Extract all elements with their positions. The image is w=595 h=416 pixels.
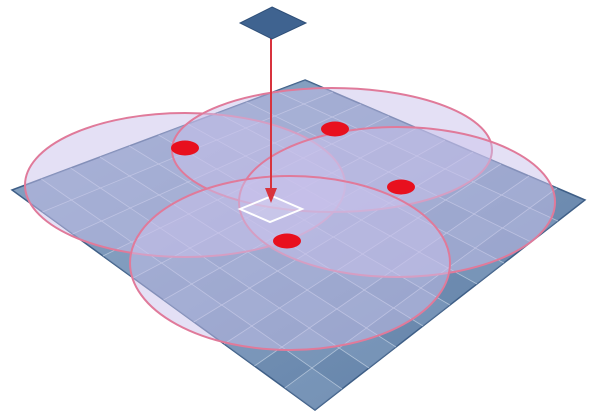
down-arrow-icon (265, 38, 277, 203)
node-left (171, 140, 199, 156)
coverage-circles (24, 87, 556, 351)
grid-cell (284, 368, 342, 410)
arrow-head (265, 188, 277, 203)
node-right (387, 179, 415, 195)
diamond-marker-icon (238, 6, 308, 40)
node-bottom (273, 233, 301, 249)
nodes (171, 121, 415, 249)
node-top (321, 121, 349, 137)
target-cell-icon (237, 194, 305, 224)
coverage-circle-bottom (129, 175, 451, 351)
